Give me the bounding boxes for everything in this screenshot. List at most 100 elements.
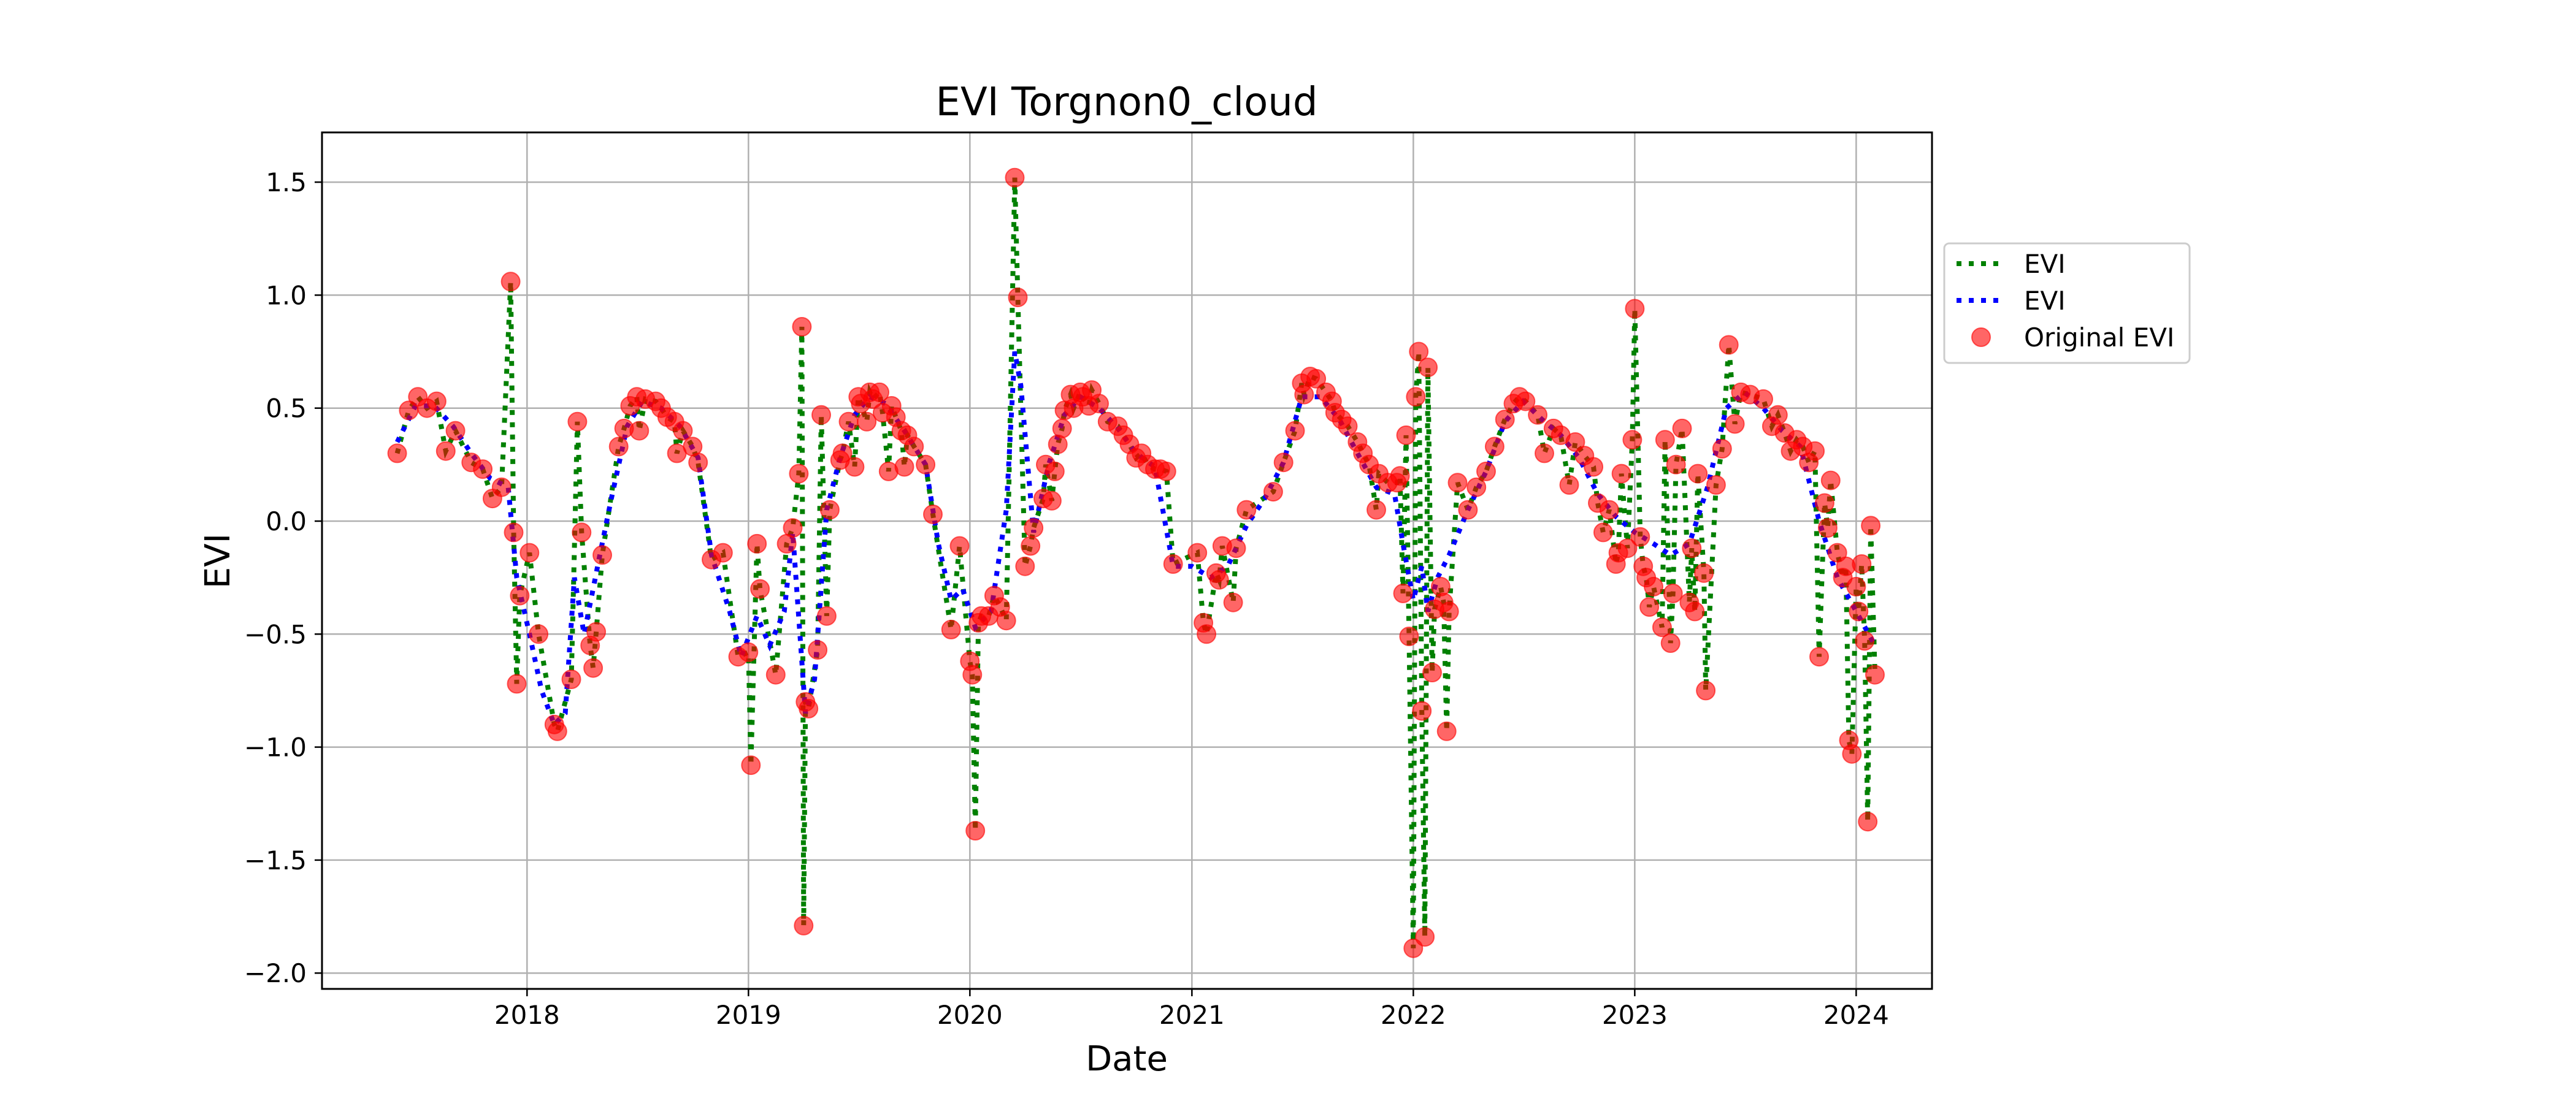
original-evi-point xyxy=(1399,627,1419,646)
original-evi-point xyxy=(1041,490,1062,511)
original-evi-point xyxy=(1223,592,1243,612)
y-tick-label: −2.0 xyxy=(244,958,307,988)
y-tick-label: −1.0 xyxy=(244,733,307,763)
original-evi-point xyxy=(572,522,592,543)
original-evi-point xyxy=(1858,812,1878,832)
original-evi-point xyxy=(491,477,512,497)
original-evi-point xyxy=(592,545,612,565)
original-evi-point xyxy=(673,421,693,441)
original-evi-point xyxy=(1852,554,1872,574)
original-evi-point xyxy=(387,443,407,463)
original-evi-point xyxy=(1814,493,1834,513)
y-tick-label: 1.5 xyxy=(266,167,307,197)
original-evi-point xyxy=(1719,335,1739,355)
original-evi-point xyxy=(1338,416,1358,437)
original-evi-point xyxy=(1528,405,1548,425)
original-evi-point xyxy=(504,522,524,543)
original-evi-point xyxy=(1476,461,1496,481)
original-evi-point xyxy=(435,441,456,461)
original-evi-point xyxy=(583,658,604,678)
original-evi-point xyxy=(1672,418,1692,438)
original-evi-point xyxy=(1696,681,1716,701)
legend-evi-green-label: EVI xyxy=(2024,249,2066,279)
original-evi-point xyxy=(1644,576,1663,597)
original-evi-point xyxy=(1156,461,1176,481)
original-evi-point xyxy=(870,382,889,402)
original-evi-point xyxy=(1406,387,1426,407)
legend-original-evi-swatch xyxy=(1971,327,1991,347)
original-evi-point xyxy=(473,459,493,479)
original-evi-point xyxy=(1089,394,1109,414)
x-tick-label: 2022 xyxy=(1381,1000,1446,1030)
original-evi-point xyxy=(1712,439,1732,459)
original-evi-point xyxy=(1842,744,1862,764)
original-evi-point xyxy=(1163,554,1183,574)
original-evi-point xyxy=(811,405,831,425)
original-evi-point xyxy=(799,698,819,719)
original-evi-point xyxy=(904,437,924,457)
x-tick-label: 2018 xyxy=(494,1000,560,1030)
original-evi-point xyxy=(965,821,986,841)
original-evi-point xyxy=(1015,556,1035,576)
y-tick-label: −1.5 xyxy=(244,845,307,875)
x-axis: 2018 2019 2020 2021 2022 2023 2024 xyxy=(494,989,1889,1030)
original-evi-point xyxy=(507,674,527,694)
original-evi-point xyxy=(1688,463,1708,484)
original-evi-point xyxy=(1559,475,1579,495)
original-evi-point xyxy=(941,619,961,639)
original-evi-point xyxy=(1236,500,1257,520)
original-evi-point xyxy=(1593,522,1613,543)
original-evi-point xyxy=(1005,167,1025,188)
original-evi-point xyxy=(1622,430,1643,450)
original-evi-point xyxy=(567,411,588,432)
original-evi-point xyxy=(1666,454,1686,475)
original-evi-point xyxy=(561,669,581,689)
x-tick-label: 2021 xyxy=(1159,1000,1225,1030)
original-evi-point xyxy=(1630,527,1650,547)
legend-evi-blue-label: EVI xyxy=(2024,286,2066,316)
original-evi-point xyxy=(832,443,853,463)
original-evi-point xyxy=(923,504,943,524)
original-evi-point xyxy=(1660,633,1681,653)
original-evi-point xyxy=(916,454,936,475)
original-evi-point xyxy=(765,665,786,685)
original-evi-point xyxy=(1052,418,1072,438)
original-evi-point xyxy=(1430,576,1451,597)
original-evi-point xyxy=(750,579,770,599)
original-evi-point xyxy=(816,606,837,626)
y-tick-label: 1.0 xyxy=(266,280,307,310)
chart-title: EVI Torgnon0_cloud xyxy=(936,80,1318,125)
original-evi-point xyxy=(1663,583,1683,603)
original-evi-point xyxy=(500,272,521,292)
plot-frame xyxy=(321,131,1933,990)
original-evi-point xyxy=(1820,470,1841,490)
plot-marks xyxy=(387,167,1885,958)
original-evi-point xyxy=(1625,299,1645,319)
original-evi-point xyxy=(747,533,767,554)
original-evi-point xyxy=(1655,430,1675,450)
original-evi-point xyxy=(713,543,733,563)
original-evi-point xyxy=(996,611,1016,631)
original-evi-point xyxy=(1849,601,1869,622)
original-evi-point xyxy=(1263,482,1283,502)
original-evi-point xyxy=(1611,463,1631,484)
original-evi-point xyxy=(1393,583,1413,603)
y-tick-label: −0.5 xyxy=(244,619,307,649)
original-evi-point xyxy=(1617,538,1638,559)
original-evi-point xyxy=(794,915,814,936)
x-tick-label: 2020 xyxy=(937,1000,1003,1030)
original-evi-point xyxy=(1008,288,1028,308)
x-tick-label: 2023 xyxy=(1602,1000,1668,1030)
original-evi-point xyxy=(510,585,530,606)
original-evi-point xyxy=(789,463,809,484)
original-evi-point xyxy=(1024,518,1044,538)
y-tick-label: 0.5 xyxy=(266,394,307,424)
y-tick-label: 0.0 xyxy=(266,506,307,536)
x-tick-label: 2024 xyxy=(1823,1000,1889,1030)
original-evi-point xyxy=(1187,543,1208,563)
original-evi-point xyxy=(894,457,914,477)
original-evi-point xyxy=(1439,601,1459,622)
original-evi-point xyxy=(1685,601,1705,622)
